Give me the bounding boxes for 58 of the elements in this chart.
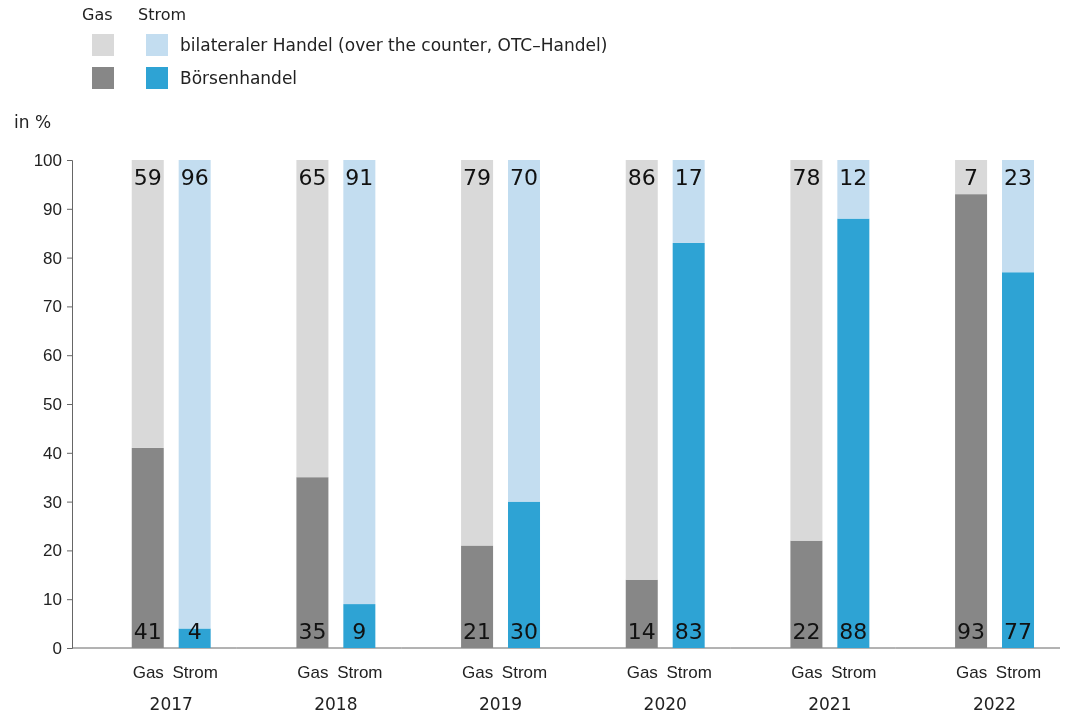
legend-label: bilateraler Handel (over the counter, OTC–Handel) <box>180 35 608 55</box>
data-label: 65 <box>298 164 327 190</box>
data-label: 17 <box>674 164 703 190</box>
text: Gas Strom <box>82 5 187 24</box>
bar <box>131 447 164 648</box>
data-label: 88 <box>839 618 868 644</box>
legend-label: Börsenhandel <box>180 68 298 88</box>
data-label: 96 <box>180 164 209 190</box>
data-label: 79 <box>463 164 492 190</box>
data-label: 12 <box>839 164 868 190</box>
x-tick-label: Strom <box>337 663 383 683</box>
data-label: 9 <box>352 618 367 644</box>
x-tick-label: Gas <box>297 663 329 683</box>
data-label: 21 <box>463 618 492 644</box>
x-tick-label: Gas <box>955 663 988 683</box>
data-label: 59 <box>133 164 162 190</box>
y-tick-label: 40 <box>43 443 62 463</box>
x-tick-label: Strom <box>501 663 548 683</box>
y-axis-title: in % <box>14 112 52 132</box>
data-label: 7 <box>964 164 979 190</box>
data-label: 91 <box>345 164 374 190</box>
data-label: 78 <box>792 164 821 190</box>
data-label: 22 <box>792 618 821 644</box>
x-tick-label: Gas <box>132 663 164 683</box>
y-tick-label: 80 <box>43 248 62 268</box>
data-label: 30 <box>510 618 539 644</box>
y-tick-label: 20 <box>43 541 62 561</box>
y-tick-label: 50 <box>43 394 62 414</box>
bar <box>131 160 164 448</box>
data-label: 35 <box>298 618 327 644</box>
x-axis-title: 2021 <box>808 694 852 713</box>
x-axis-title: 2019 <box>478 694 523 713</box>
data-label: 23 <box>1004 164 1033 190</box>
x-axis-title: 2022 <box>972 694 1017 713</box>
x-tick-label: Strom <box>666 663 712 683</box>
x-axis-title: 2018 <box>314 694 358 713</box>
data-label: 14 <box>627 618 656 644</box>
y-tick-label: 10 <box>43 590 62 610</box>
data-label: 41 <box>133 618 162 644</box>
y-tick-label: 90 <box>43 199 62 219</box>
data-label: 83 <box>674 618 703 644</box>
y-tick-label: 30 <box>43 492 62 512</box>
y-tick-label: 0 <box>52 638 62 658</box>
x-tick-label: Gas <box>626 663 658 683</box>
data-label: 70 <box>510 164 539 190</box>
y-tick-label: 100 <box>33 150 62 170</box>
data-label: 77 <box>1004 618 1033 644</box>
x-axis-title: 2020 <box>643 694 687 713</box>
x-tick-label: Strom <box>172 663 218 683</box>
data-label: 93 <box>957 618 986 644</box>
x-tick-label: Strom <box>995 663 1042 683</box>
x-tick-label: Strom <box>831 663 877 683</box>
y-tick-label: 70 <box>43 297 62 317</box>
x-tick-label: Gas <box>461 663 494 683</box>
x-axis-title: 2017 <box>149 694 193 713</box>
x-tick-label: Gas <box>791 663 823 683</box>
data-label: 86 <box>627 164 656 190</box>
y-tick-label: 60 <box>43 346 62 366</box>
